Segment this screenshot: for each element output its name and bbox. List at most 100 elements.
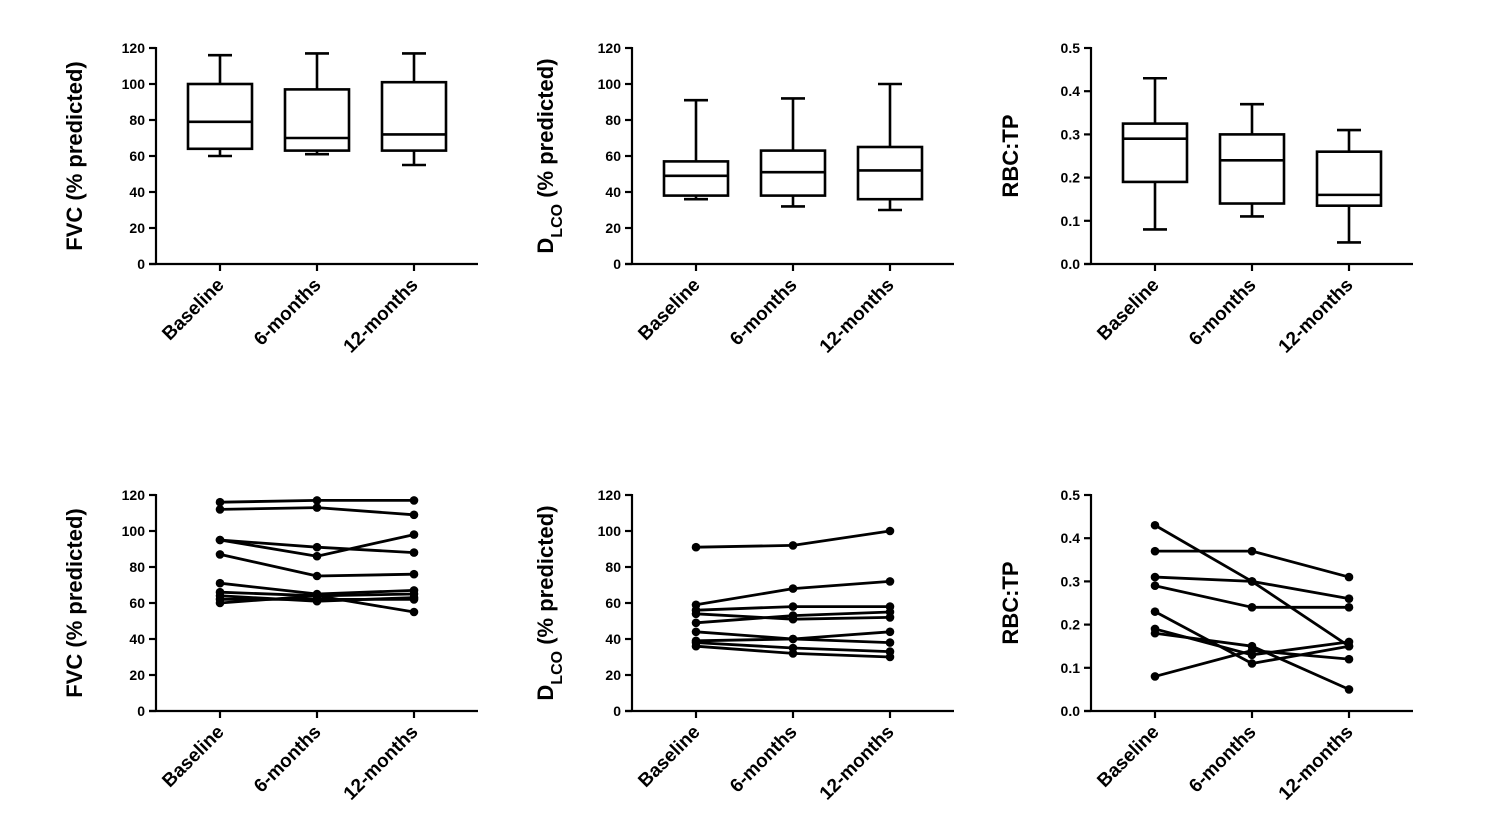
y-tick-label: 0.0	[1061, 703, 1081, 719]
y-axis-title-subscript: LCO	[549, 204, 566, 238]
subject-series	[215, 530, 419, 561]
data-point	[788, 634, 798, 644]
y-tick-label: 100	[598, 76, 622, 92]
data-point	[691, 627, 701, 637]
data-point	[1150, 520, 1160, 530]
data-point	[312, 571, 322, 581]
x-category-label: 12-months	[816, 275, 899, 358]
y-tick-label: 60	[129, 595, 145, 611]
data-point	[788, 541, 798, 550]
data-point	[691, 618, 701, 628]
x-category-label: Baseline	[634, 275, 704, 345]
data-point	[1247, 577, 1257, 586]
y-axis-title-main: FVC (% predicted)	[62, 508, 87, 697]
data-point	[1247, 546, 1257, 556]
data-point	[312, 542, 322, 552]
y-axis-title: DLCO (% predicted)	[533, 505, 566, 700]
y-tick-label: 0.3	[1061, 126, 1081, 142]
data-point	[691, 641, 701, 651]
data-point	[885, 526, 895, 536]
y-tick-label: 60	[605, 595, 621, 611]
data-point	[885, 607, 895, 617]
y-axis-title-main: D	[533, 238, 558, 254]
y-tick-label: 0.0	[1061, 256, 1081, 272]
iqr-box	[283, 88, 351, 152]
y-tick-label: 20	[129, 220, 145, 236]
dlco-box-panel: 0 20 40 60 80 100 120 Baseline 6-months 12-months…	[533, 40, 954, 357]
x-category-label: 12-months	[340, 275, 423, 358]
data-point	[215, 497, 225, 507]
y-tick-label: 0.1	[1061, 213, 1081, 229]
data-point	[215, 578, 225, 588]
subject-series	[215, 496, 419, 507]
data-point	[1150, 672, 1160, 681]
x-category-label: 12-months	[816, 722, 899, 805]
iqr-box	[856, 145, 924, 201]
x-category-label: 12-months	[1275, 275, 1358, 358]
y-axis-title-main: RBC:TP	[998, 114, 1023, 197]
data-point	[1247, 646, 1257, 655]
y-tick-label: 0.4	[1061, 530, 1081, 546]
subject-series	[1150, 646, 1354, 681]
data-point	[885, 577, 895, 586]
iqr-box	[662, 160, 730, 197]
box-plot-baseline	[1121, 76, 1189, 231]
x-category-label: Baseline	[634, 722, 704, 792]
y-tick-label: 80	[129, 112, 145, 128]
data-point	[788, 584, 798, 593]
data-point	[409, 496, 419, 505]
y-tick-label: 0.2	[1061, 617, 1081, 633]
y-axis-title-main: FVC (% predicted)	[62, 61, 87, 250]
box-plot-12-months	[1315, 128, 1383, 244]
data-point	[1150, 581, 1160, 591]
data-point	[1150, 628, 1160, 638]
y-tick-label: 40	[129, 631, 145, 647]
x-category-label: 12-months	[1275, 722, 1358, 805]
x-category-label: Baseline	[158, 275, 228, 345]
data-point	[885, 638, 895, 647]
y-axis-title: FVC (% predicted)	[62, 61, 87, 250]
data-point	[1247, 659, 1257, 668]
data-point	[312, 503, 322, 512]
x-category-label: 6-months	[726, 275, 801, 350]
data-point	[1247, 603, 1257, 612]
x-category-label: Baseline	[1093, 722, 1163, 792]
y-tick-label: 0.3	[1061, 573, 1081, 589]
iqr-box	[380, 80, 448, 152]
y-tick-label: 40	[605, 631, 621, 647]
data-point	[409, 548, 419, 557]
y-tick-label: 0.4	[1061, 83, 1081, 99]
fvc-lines-panel: 0 20 40 60 80 100 120 Baseline 6-months 12-months…	[62, 487, 478, 804]
data-point	[409, 607, 419, 617]
box-plot-12-months	[380, 52, 448, 167]
y-axis-title: DLCO (% predicted)	[533, 58, 566, 253]
data-point	[409, 530, 419, 539]
y-tick-label: 120	[122, 40, 146, 56]
x-category-label: 12-months	[340, 722, 423, 805]
y-tick-label: 80	[129, 559, 145, 575]
data-point	[885, 652, 895, 662]
data-point	[1344, 594, 1354, 603]
data-point	[1344, 603, 1354, 612]
iqr-box	[1315, 150, 1383, 207]
rbc-box-panel: 0.0 0.1 0.2 0.3 0.4 0.5 Baseline 6-months 12-mon…	[998, 40, 1413, 357]
y-tick-label: 0	[613, 256, 621, 272]
y-tick-label: 80	[605, 112, 621, 128]
data-point	[691, 542, 701, 552]
rbc-lines-panel: 0.0 0.1 0.2 0.3 0.4 0.5 Baseline 6-months 12-mon…	[998, 487, 1413, 804]
x-category-label: Baseline	[1093, 275, 1163, 345]
subject-series	[215, 591, 419, 617]
y-axis-title: RBC:TP	[998, 561, 1023, 644]
x-category-label: 6-months	[250, 275, 325, 350]
y-axis-title-tail: (% predicted)	[533, 58, 558, 203]
iqr-box	[1121, 122, 1189, 184]
y-tick-label: 0.5	[1061, 40, 1081, 56]
subject-series	[691, 577, 895, 610]
dlco-lines-panel: 0 20 40 60 80 100 120 Baseline 6-months 12-months…	[533, 487, 954, 804]
subject-series	[215, 550, 419, 581]
y-tick-label: 0.5	[1061, 487, 1081, 503]
data-point	[788, 602, 798, 611]
y-tick-label: 20	[605, 220, 621, 236]
fvc-box-panel: 0 20 40 60 80 100 120 Baseline 6-months 12-months…	[62, 40, 478, 357]
